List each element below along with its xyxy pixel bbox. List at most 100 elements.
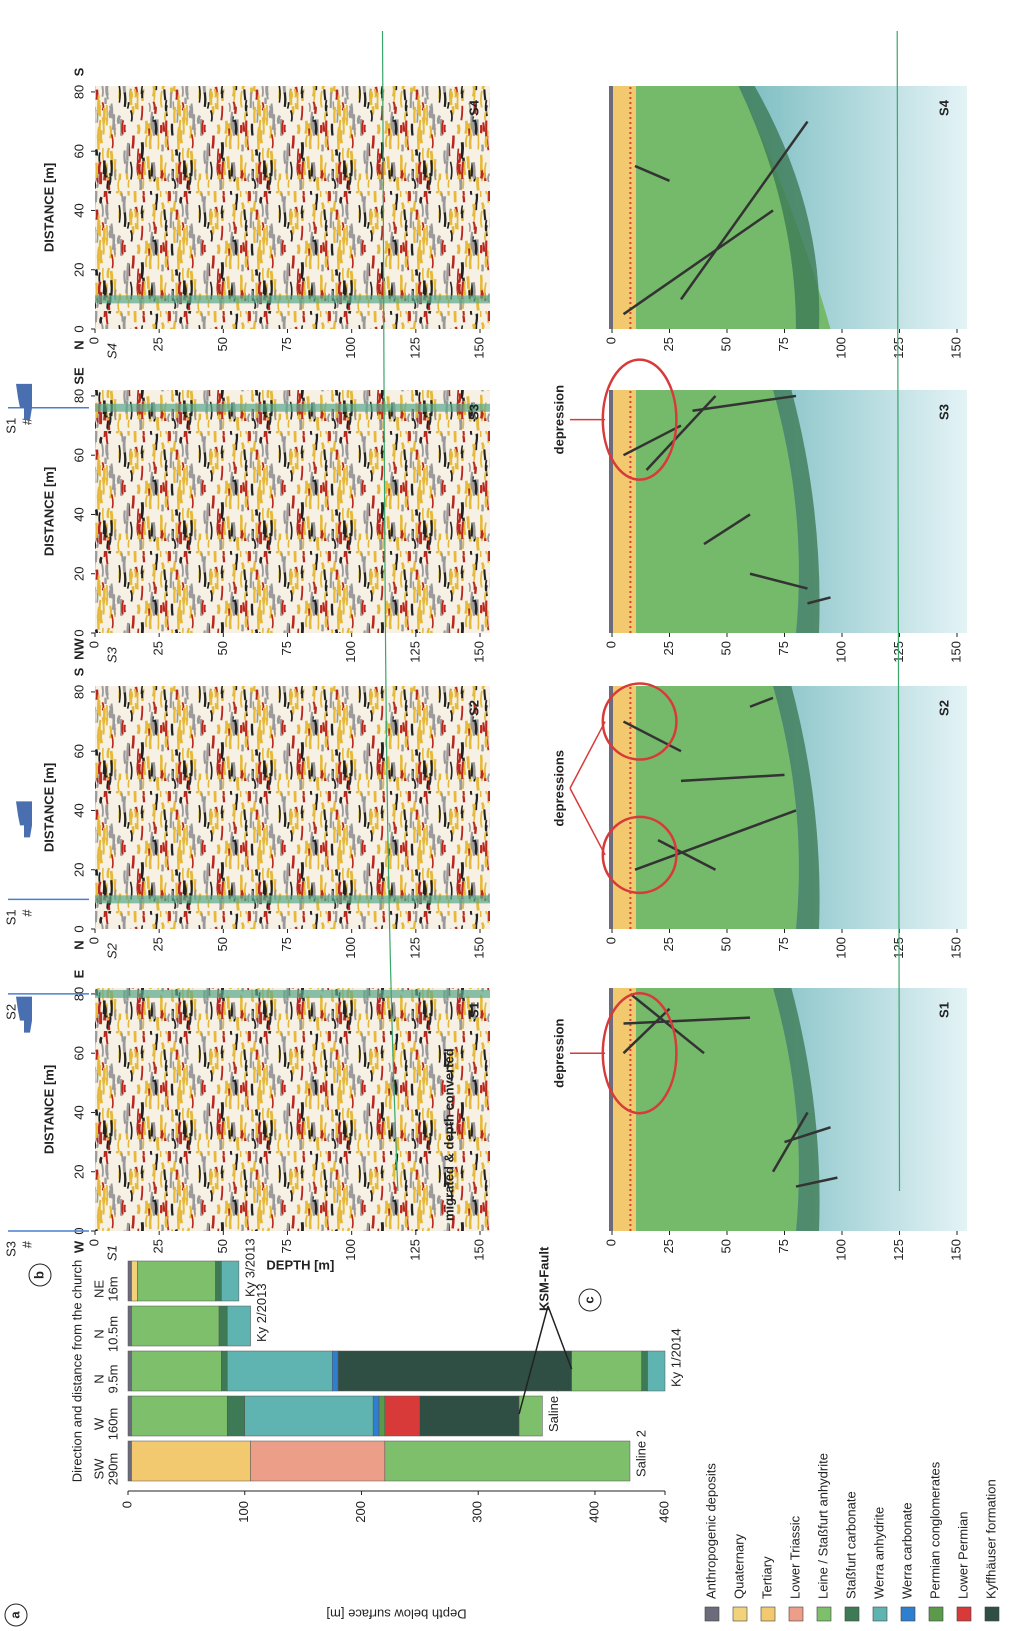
depression-outline [601, 815, 678, 895]
crossing-mark: # [19, 417, 34, 425]
x-tick-label: 40 [71, 203, 86, 217]
y-tick-label: 0 [86, 337, 101, 344]
fault [622, 720, 682, 753]
legend-swatch [900, 1606, 916, 1622]
quaternary-band [613, 86, 636, 329]
y-tick-label: 150 [948, 1239, 963, 1261]
fault [679, 120, 809, 301]
legend-swatch [872, 1606, 888, 1622]
panel-label: a [7, 1611, 22, 1619]
borehole-name: Saline 1 [546, 1385, 561, 1432]
layer [131, 1305, 220, 1347]
fault [622, 424, 682, 457]
annotation: KSM-Fault [536, 1246, 551, 1311]
y-tick-label: 75 [279, 937, 294, 951]
crossing-mark: # [19, 1240, 34, 1248]
section-label: S2 [936, 700, 951, 716]
borehole-distance: 290m [105, 1453, 120, 1486]
layer [571, 1350, 642, 1392]
y-tick-label: 50 [718, 641, 733, 655]
y-tick-label: 0 [86, 641, 101, 648]
church-icon [16, 996, 32, 1033]
layer [384, 1440, 631, 1482]
green-layer [614, 86, 831, 329]
y-tick-label: 25 [661, 641, 676, 655]
borehole-name: Ky 1/2014 [668, 1328, 683, 1387]
borehole-direction: SW [91, 1458, 106, 1480]
y-tick-label: 150 [948, 937, 963, 959]
fault [634, 164, 670, 182]
y-tick-label: 75 [776, 1239, 791, 1253]
layer [518, 1395, 543, 1437]
y-tick-label: 400 [586, 1501, 601, 1523]
y-tick-label: 50 [215, 641, 230, 655]
section-label: S2 [466, 700, 481, 716]
annotation: depression [551, 1018, 566, 1087]
legend-label: Quaternary [731, 1533, 746, 1599]
green-layer [614, 686, 799, 929]
layer [127, 1350, 132, 1392]
church-icon [16, 383, 32, 420]
y-tick-label: 125 [407, 1239, 422, 1261]
x-tick-label: 40 [71, 803, 86, 817]
y-tick-label: 150 [471, 337, 486, 359]
y-tick-label: 125 [407, 337, 422, 359]
y-tick-label: 100 [343, 641, 358, 663]
y-tick-label: 25 [151, 937, 166, 951]
y-tick-label: 100 [833, 641, 848, 663]
x-tick-label: 60 [71, 144, 86, 158]
panel-label-ring [4, 1603, 28, 1627]
layer [221, 1260, 240, 1302]
layer [215, 1260, 222, 1302]
fault [749, 696, 774, 708]
legend-swatch [760, 1606, 776, 1622]
legend-swatch [704, 1606, 720, 1622]
y-tick-label: 75 [776, 641, 791, 655]
quaternary-band [613, 390, 636, 633]
church-icon [16, 801, 32, 838]
y-tick-label: 0 [603, 337, 618, 344]
layer [137, 1260, 216, 1302]
x-tick-label: 40 [71, 1105, 86, 1119]
y-tick-label: 75 [776, 937, 791, 951]
annotation: depression [551, 385, 566, 454]
panel-title: Direction and distance from the church [69, 1260, 84, 1483]
layer [226, 1305, 251, 1347]
layer [378, 1395, 386, 1437]
legend-label: Permian conglomerates [927, 1461, 942, 1599]
borehole-direction: N [91, 1374, 106, 1383]
legend-label: Tertiary [759, 1556, 774, 1599]
layer [641, 1350, 648, 1392]
y-tick-label: 300 [470, 1501, 485, 1523]
y-tick-label: 100 [343, 937, 358, 959]
crossing-band [95, 295, 490, 304]
y-tick-label: 25 [151, 1239, 166, 1253]
layer [419, 1395, 520, 1437]
fault [692, 394, 797, 412]
legend-label: Staßfurt carbonate [843, 1491, 858, 1599]
fault [680, 773, 785, 783]
x-axis-title: DISTANCE [m] [41, 163, 56, 252]
y-tick-label: 100 [833, 337, 848, 359]
y-tick-label: 50 [215, 337, 230, 351]
crossing-band [95, 403, 490, 412]
section-label: S3 [936, 404, 951, 420]
crossing-mark: # [19, 909, 34, 917]
handwritten-line [381, 30, 901, 1192]
y-tick-label: 460 [656, 1501, 671, 1523]
layer [244, 1395, 374, 1437]
y-tick-label: 150 [471, 937, 486, 959]
crossing-band [95, 989, 490, 998]
fault [784, 1126, 831, 1144]
borehole-distance: 160m [105, 1408, 120, 1441]
fault [749, 572, 808, 590]
seismic-section [95, 686, 490, 929]
layer [127, 1440, 132, 1482]
carbonate-layer [773, 686, 820, 929]
y-tick-label: 75 [279, 337, 294, 351]
fault [634, 809, 797, 871]
y-tick-label: 150 [471, 641, 486, 663]
layer [131, 1440, 251, 1482]
y-tick-label: 200 [353, 1501, 368, 1523]
